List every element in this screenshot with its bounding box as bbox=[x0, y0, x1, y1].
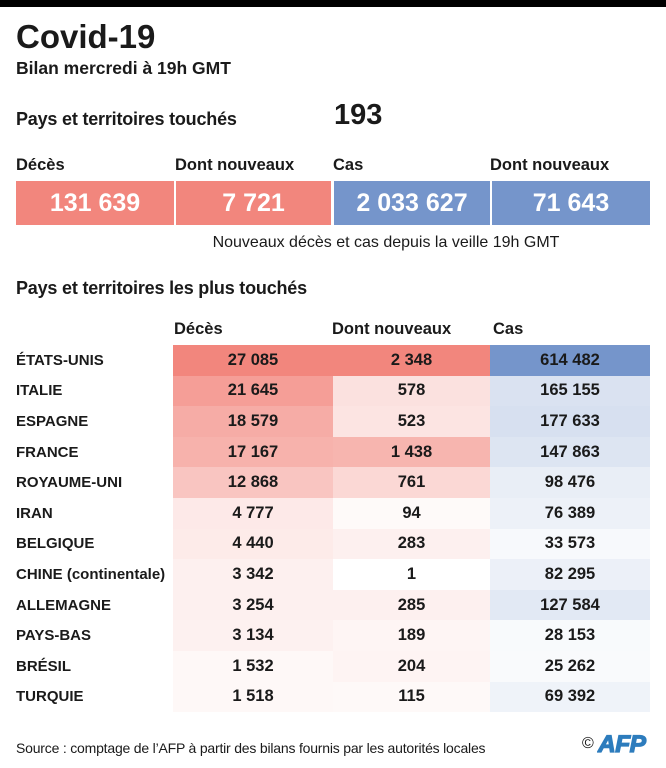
svg-text:AFP: AFP bbox=[597, 731, 647, 757]
